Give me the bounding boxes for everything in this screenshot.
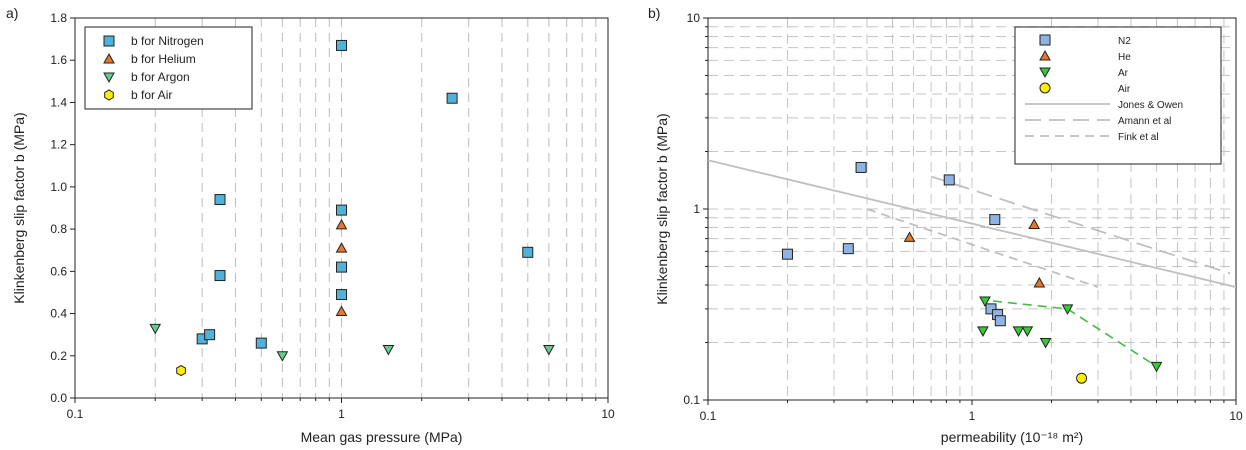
data-point: [149, 323, 162, 335]
data-point: [1012, 326, 1025, 337]
legend-marker: [1039, 82, 1051, 94]
data-point: [336, 204, 347, 216]
legend-marker: [1039, 34, 1051, 46]
x-tick-label: 1: [338, 407, 345, 421]
y-tick-label: 10: [687, 11, 701, 25]
data-point: [989, 214, 1001, 226]
panel-label: b): [648, 5, 660, 21]
legend-label: He: [1118, 52, 1131, 63]
data-point: [214, 270, 226, 282]
panel-a: 0.0 0.2 0.4 0.6 0.8 1.0 1.2 1.4 1.6 1.8 0.1 1 10 Mean…: [6, 5, 615, 445]
data-point: [335, 218, 348, 230]
data-point: [446, 92, 458, 104]
data-point: [1028, 218, 1041, 229]
data-point: [335, 305, 348, 316]
legend-label: Amann et al: [1118, 116, 1171, 127]
data-point: [977, 326, 989, 337]
x-tick-label: 1: [969, 409, 976, 423]
data-point: [214, 194, 226, 206]
data-point: [903, 231, 916, 242]
x-axis-label: Mean gas pressure (MPa): [301, 429, 463, 445]
trend-line: [866, 208, 1099, 288]
x-tick-label: 10: [1229, 409, 1243, 423]
legend-marker: [104, 89, 114, 101]
y-tick-label: 0.4: [50, 307, 67, 321]
legend-marker: [1039, 67, 1051, 79]
data-point: [522, 246, 534, 258]
y-tick-label: 0.2: [50, 349, 67, 363]
data-point: [1150, 361, 1163, 373]
data-point: [543, 344, 555, 356]
y-tick-label: 1.4: [50, 95, 67, 109]
legend-label: b for Nitrogen: [131, 34, 204, 48]
data-point: [985, 303, 997, 315]
legend-label: Jones & Owen: [1118, 100, 1183, 111]
legend-box: [1014, 26, 1222, 165]
x-tick-label: 10: [601, 407, 615, 421]
data-point: [336, 39, 347, 51]
data-point: [336, 289, 347, 301]
y-axis-label: Klinkenberg slip factor b (MPa): [654, 113, 670, 304]
data-point: [1076, 372, 1088, 384]
data-point: [382, 344, 395, 356]
y-tick-label: 0.1: [683, 393, 700, 407]
data-point: [1033, 276, 1046, 288]
legend-marker: [1039, 49, 1051, 61]
legend-label: b for Argon: [131, 70, 190, 84]
data-point: [336, 261, 347, 273]
data-point: [1061, 304, 1074, 315]
trend-line: [930, 175, 1231, 275]
y-tick-label: 1.2: [50, 138, 67, 152]
data-point: [943, 174, 955, 186]
data-point: [255, 337, 267, 349]
panel-label: a): [6, 5, 18, 21]
legend-marker: [103, 72, 115, 84]
y-axis-label: Klinkenberg slip factor b (MPa): [11, 112, 27, 303]
legend-label: Fink et al: [1118, 132, 1159, 143]
data-point: [276, 351, 289, 362]
legend-label: b for Helium: [131, 52, 196, 66]
trend-line: [708, 159, 1236, 288]
data-point: [335, 242, 348, 253]
legend-label: b for Air: [131, 88, 172, 102]
y-tick-label: 1: [693, 202, 700, 216]
y-tick-label: 0.8: [50, 222, 67, 236]
data-point: [781, 248, 793, 260]
y-tick-label: 1.6: [50, 53, 67, 67]
panel-b: 0.1 1 10 0.1 1 10 permeability (10⁻¹⁸ m²) Klink…: [648, 5, 1243, 445]
data-point: [842, 243, 854, 255]
legend-label: Air: [1118, 84, 1131, 95]
legend-marker: [103, 52, 115, 64]
data-point: [979, 296, 991, 307]
x-axis-label: permeability (10⁻¹⁸ m²): [941, 429, 1083, 445]
data-point: [204, 329, 216, 341]
x-tick-label: 0.1: [67, 407, 84, 421]
legend-marker: [103, 35, 115, 47]
data-point: [994, 315, 1006, 327]
y-tick-label: 0.0: [50, 391, 67, 405]
y-tick-label: 0.6: [50, 264, 67, 278]
data-point: [855, 161, 867, 173]
data-point: [176, 365, 186, 377]
y-tick-label: 1.8: [50, 11, 67, 25]
y-tick-label: 1.0: [50, 180, 67, 194]
data-point: [1039, 338, 1052, 349]
legend-label: N2: [1118, 36, 1131, 47]
legend-label: Ar: [1118, 68, 1129, 79]
data-point: [1021, 326, 1034, 337]
x-tick-label: 0.1: [700, 409, 717, 423]
